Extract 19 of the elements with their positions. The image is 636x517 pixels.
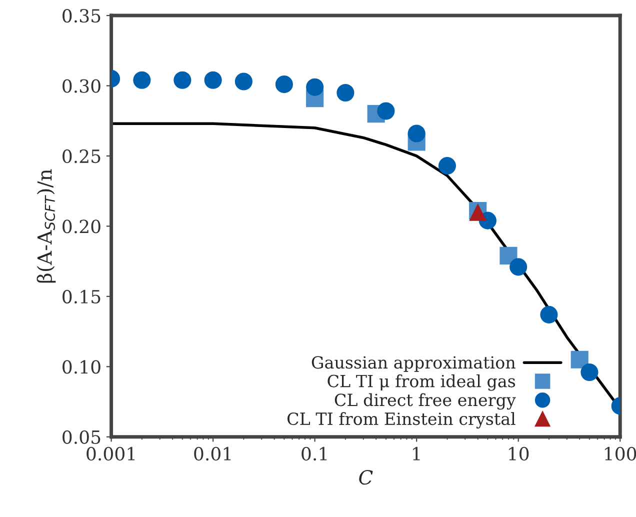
- x-axis-title: C: [359, 470, 373, 485]
- y-tick-label: 0.05: [62, 430, 100, 444]
- x-tick-label: 0.01: [194, 446, 231, 461]
- x-tick-label: 0.1: [302, 446, 327, 461]
- x-tick-label: 10: [509, 446, 529, 461]
- legend-label: Gaussian approximation: [312, 356, 516, 372]
- y-tick-label: 0.15: [62, 290, 100, 304]
- y-tick-label: 0.10: [62, 360, 100, 374]
- x-tick-label: 100: [605, 446, 636, 461]
- legend-label: CL direct free energy: [334, 393, 516, 410]
- y-tick-label: 0.30: [62, 79, 100, 93]
- y-axis-title: β(A-A$_{SCFT}$)/n: [36, 169, 56, 283]
- y-tick-label: 0.20: [62, 220, 100, 234]
- legend-label: CL TI μ from ideal gas: [328, 374, 516, 391]
- legend-label: CL TI from Einstein crystal: [287, 412, 516, 429]
- y-tick-label: 0.25: [62, 149, 100, 164]
- x-tick-label: 1: [413, 446, 420, 460]
- x-tick-label: 0.001: [86, 446, 135, 461]
- y-tick-label: 0.35: [62, 8, 100, 23]
